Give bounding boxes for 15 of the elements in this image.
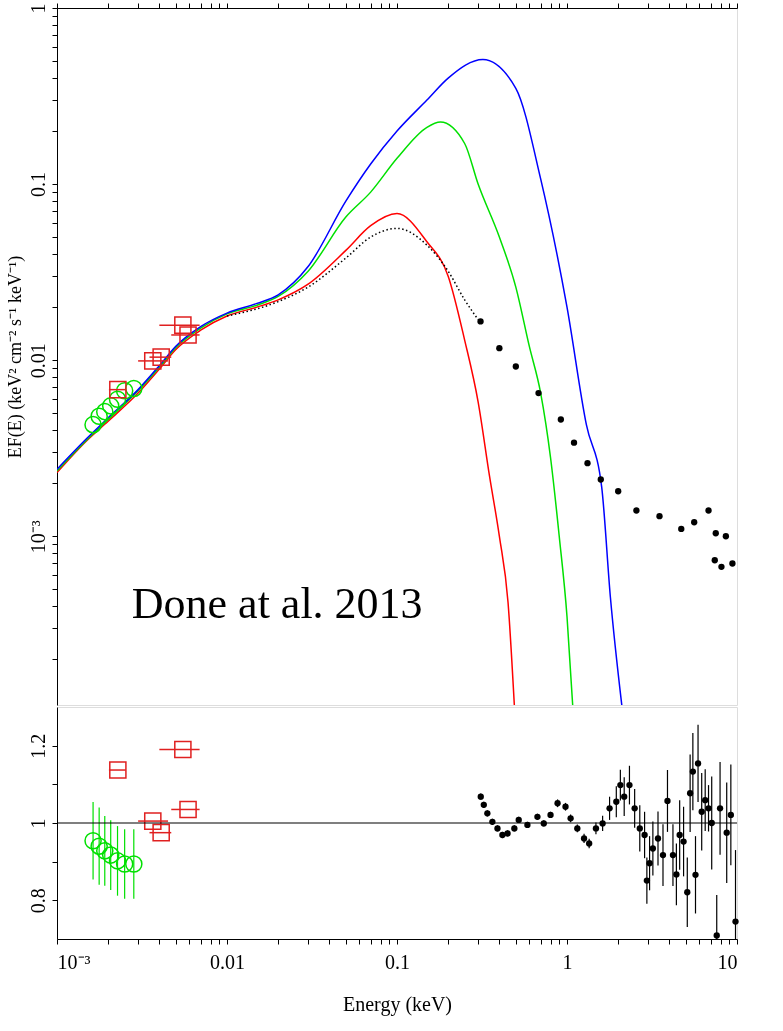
y-tick-label: 1 — [26, 818, 49, 829]
y-tick-label: 0.01 — [26, 343, 49, 379]
x-tick-label: 10 — [717, 950, 738, 973]
x-tick-label: 0.01 — [210, 950, 245, 973]
y-tick-label: 1 — [26, 3, 49, 14]
y-tick-label: 10⁻³ — [26, 520, 49, 554]
y-axis-title: EF(E) (keV² cm⁻² s⁻¹ keV⁻¹) — [4, 255, 26, 459]
annotation: Done at al. 2013 — [131, 578, 423, 628]
y-tick-label: 0.8 — [26, 888, 49, 914]
x-axis-title: Energy (keV) — [342, 992, 453, 1016]
x-tick-label: 0.1 — [385, 950, 410, 973]
y-tick-label: 0.1 — [26, 172, 49, 198]
x-tick-label: 10⁻³ — [57, 950, 91, 973]
y-tick-label: 1.2 — [26, 733, 49, 759]
x-tick-label: 1 — [562, 950, 573, 973]
